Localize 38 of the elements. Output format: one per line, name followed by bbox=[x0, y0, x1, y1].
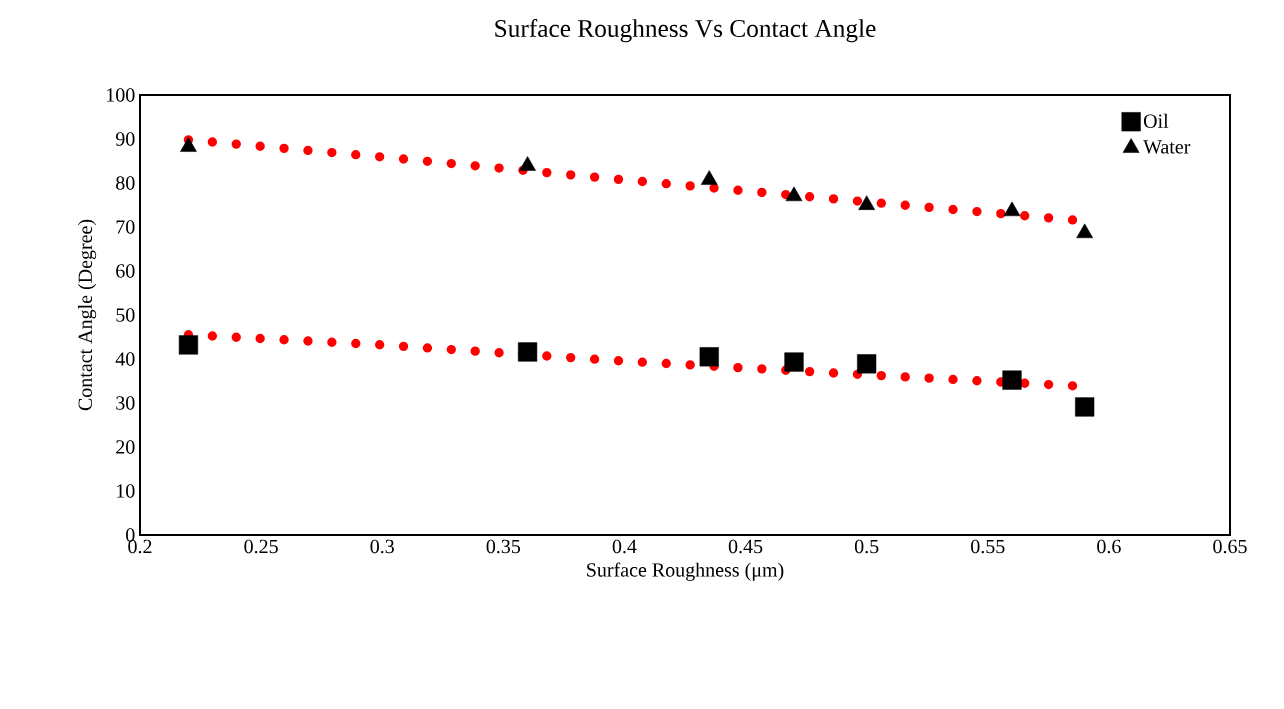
chart-title: Surface Roughness Vs Contact Angle bbox=[495, 18, 876, 43]
y-tick-label: 10 bbox=[117, 484, 135, 498]
point bbox=[1076, 223, 1094, 239]
x-tick-label: 0.4 bbox=[612, 539, 637, 554]
point bbox=[519, 156, 536, 171]
y-tick-label: 100 bbox=[107, 88, 135, 102]
y-tick-label: 70 bbox=[116, 220, 135, 234]
x-tick-label: 0.35 bbox=[486, 539, 521, 554]
y-axis-title: Contact Angle (Degree) bbox=[77, 219, 97, 411]
point bbox=[858, 195, 876, 210]
point bbox=[700, 170, 718, 185]
y-tick-label: 40 bbox=[115, 352, 135, 366]
point bbox=[785, 186, 803, 202]
legend-label: Water bbox=[1143, 140, 1191, 154]
x-tick-label: 0.65 bbox=[1213, 539, 1247, 554]
y-tick-label: 80 bbox=[116, 176, 135, 190]
point bbox=[699, 347, 719, 367]
x-tick-label: 0.3 bbox=[370, 539, 394, 554]
y-tick-label: 90 bbox=[115, 132, 135, 146]
x-tick-label: 0.5 bbox=[854, 539, 879, 554]
x-axis-title: Surface Roughness (μm) bbox=[587, 562, 784, 581]
y-tick-label: 50 bbox=[116, 308, 135, 322]
point bbox=[178, 335, 199, 355]
point bbox=[1075, 397, 1095, 417]
x-tick-label: 0.45 bbox=[728, 539, 763, 554]
point bbox=[857, 354, 877, 374]
x-tick-label: 0.25 bbox=[244, 539, 278, 554]
point bbox=[784, 352, 804, 372]
legend-label: Oil bbox=[1143, 113, 1169, 128]
x-tick-label: 0.6 bbox=[1097, 539, 1121, 554]
point bbox=[1002, 370, 1022, 390]
point bbox=[1003, 201, 1021, 217]
x-tick-label: 0.55 bbox=[971, 539, 1005, 554]
y-tick-label: 60 bbox=[116, 264, 135, 278]
y-tick-label: 30 bbox=[116, 396, 135, 410]
point bbox=[180, 137, 197, 152]
point bbox=[517, 342, 538, 362]
y-tick-label: 20 bbox=[116, 440, 135, 454]
